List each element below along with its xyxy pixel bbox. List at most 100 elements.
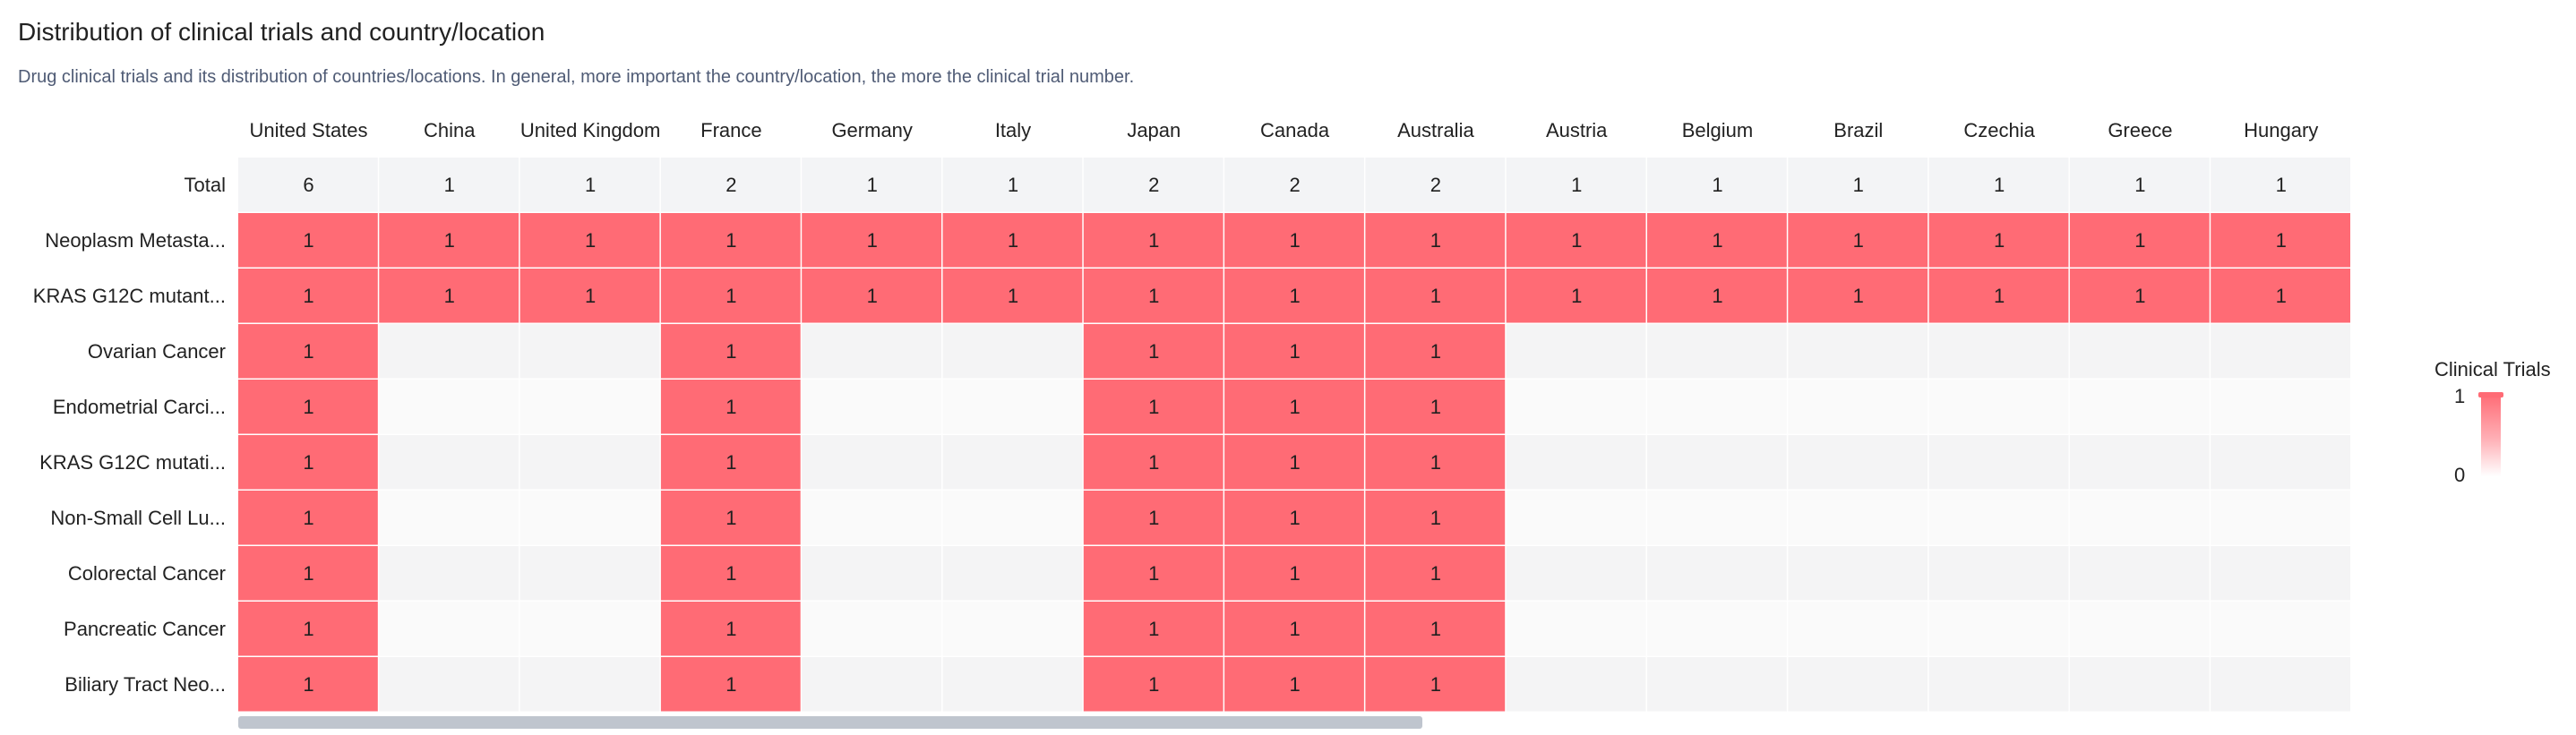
heatmap-cell: [2070, 546, 2210, 601]
cell-value: 1: [520, 229, 661, 252]
cell-value: 1: [1929, 229, 2070, 252]
cell-value: 1: [2211, 285, 2351, 308]
heatmap-cell: [379, 491, 519, 545]
total-value: 2: [1365, 174, 1506, 197]
heatmap-cell: [802, 546, 941, 601]
heatmap-cell: [1507, 657, 1646, 712]
heatmap-cell: [379, 380, 519, 434]
total-value: 1: [1929, 174, 2070, 197]
row-label: Neoplasm Metasta...: [0, 229, 226, 252]
heatmap-cell: [1788, 435, 1928, 490]
heatmap-cell: [1788, 491, 1928, 545]
cell-value: 1: [1084, 507, 1224, 530]
legend-min-label: 0: [2454, 464, 2465, 487]
cell-value: 1: [1224, 618, 1365, 641]
cell-value: 1: [1224, 285, 1365, 308]
row-label: Pancreatic Cancer: [0, 618, 226, 641]
heatmap-cell: [1788, 546, 1928, 601]
heatmap-cell: [1647, 324, 1787, 379]
heatmap-cell: [379, 602, 519, 656]
heatmap-cell: [2211, 657, 2350, 712]
heatmap-cell: [802, 435, 941, 490]
cell-value: 1: [1365, 340, 1506, 363]
total-value: 1: [379, 174, 519, 197]
cell-value: 1: [238, 285, 379, 308]
heatmap-cell: [520, 491, 660, 545]
heatmap-cell: [520, 657, 660, 712]
heatmap-cell: [1647, 602, 1787, 656]
cell-value: 1: [1365, 396, 1506, 419]
cell-value: 1: [661, 229, 802, 252]
cell-value: 1: [238, 229, 379, 252]
heatmap-cell: [1929, 435, 2069, 490]
cell-value: 1: [943, 285, 1084, 308]
cell-value: 1: [1084, 396, 1224, 419]
column-header: Australia: [1365, 119, 1506, 142]
total-value: 6: [238, 174, 379, 197]
cell-value: 1: [238, 340, 379, 363]
cell-value: 1: [1647, 229, 1788, 252]
cell-value: 1: [520, 285, 661, 308]
heatmap-cell: [802, 657, 941, 712]
total-value: 1: [2070, 174, 2211, 197]
heatmap-cell: [1647, 657, 1787, 712]
heatmap-cell: [2211, 602, 2350, 656]
cell-value: 1: [1084, 229, 1224, 252]
cell-value: 1: [1224, 229, 1365, 252]
heatmap-cell: [1929, 491, 2069, 545]
cell-value: 1: [1084, 618, 1224, 641]
column-header: Brazil: [1788, 119, 1928, 142]
column-header: Belgium: [1647, 119, 1788, 142]
heatmap-cell: [943, 546, 1083, 601]
heatmap-cell: [520, 602, 660, 656]
cell-value: 1: [1507, 229, 1647, 252]
total-value: 2: [661, 174, 802, 197]
column-header: Czechia: [1929, 119, 2070, 142]
total-value: 1: [802, 174, 942, 197]
row-label: Colorectal Cancer: [0, 562, 226, 585]
chart-subtitle: Drug clinical trials and its distributio…: [18, 67, 1134, 88]
legend-max-marker: [2478, 392, 2503, 397]
total-value: 2: [1084, 174, 1224, 197]
cell-value: 1: [1365, 451, 1506, 474]
cell-value: 1: [1084, 340, 1224, 363]
cell-value: 1: [1224, 451, 1365, 474]
heatmap-cell: [1647, 491, 1787, 545]
legend-max-label: 1: [2454, 385, 2465, 408]
cell-value: 1: [661, 673, 802, 697]
cell-value: 1: [1084, 451, 1224, 474]
scrollbar-thumb[interactable]: [238, 716, 1422, 729]
cell-value: 1: [238, 396, 379, 419]
column-header: China: [379, 119, 519, 142]
total-value: 1: [1507, 174, 1647, 197]
heatmap-cell: [943, 657, 1083, 712]
heatmap-cell: [1507, 435, 1646, 490]
heatmap-cell: [379, 324, 519, 379]
row-label: Endometrial Carci...: [0, 396, 226, 419]
cell-value: 1: [238, 673, 379, 697]
cell-value: 1: [943, 229, 1084, 252]
heatmap-cell: [379, 657, 519, 712]
cell-value: 1: [1788, 229, 1928, 252]
legend-title: Clinical Trials: [2434, 358, 2551, 381]
column-header: Italy: [943, 119, 1084, 142]
row-label: Non-Small Cell Lu...: [0, 507, 226, 530]
total-value: 1: [1788, 174, 1928, 197]
heatmap-cell: [520, 324, 660, 379]
cell-value: 1: [379, 285, 519, 308]
heatmap-cell: [2211, 435, 2350, 490]
cell-value: 1: [661, 618, 802, 641]
heatmap-cell: [1929, 657, 2069, 712]
total-value: 1: [520, 174, 661, 197]
cell-value: 1: [661, 285, 802, 308]
heatmap-cell: [943, 324, 1083, 379]
cell-value: 1: [2070, 285, 2211, 308]
heatmap-cell: [943, 602, 1083, 656]
cell-value: 1: [1365, 229, 1506, 252]
horizontal-scrollbar[interactable]: [238, 716, 2352, 729]
row-label: Biliary Tract Neo...: [0, 673, 226, 697]
heatmap-cell: [1507, 491, 1646, 545]
cell-value: 1: [1224, 673, 1365, 697]
chart-title: Distribution of clinical trials and coun…: [18, 18, 545, 47]
heatmap-cell: [379, 546, 519, 601]
